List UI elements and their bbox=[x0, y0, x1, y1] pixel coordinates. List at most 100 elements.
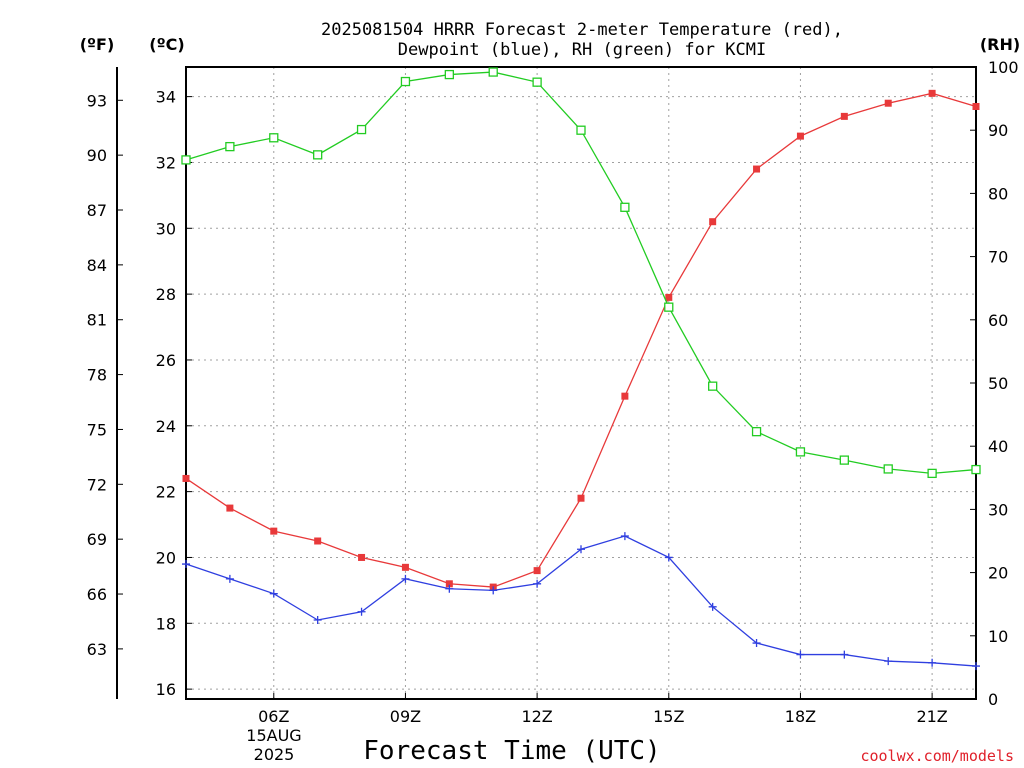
rh-point bbox=[927, 468, 937, 479]
fahrenheit-unit-label: (ºF) bbox=[80, 35, 115, 54]
fahrenheit-tick-label: 72 bbox=[87, 475, 107, 494]
temperature-point bbox=[358, 553, 366, 561]
temperature-point bbox=[621, 392, 629, 400]
celsius-unit-label: (ºC) bbox=[149, 35, 184, 54]
x-tick-label: 21Z bbox=[916, 707, 947, 726]
fahrenheit-tick-label: 87 bbox=[87, 201, 107, 220]
dewpoint-point bbox=[577, 545, 585, 554]
rh-point bbox=[971, 464, 981, 475]
temperature-point bbox=[972, 103, 980, 110]
fahrenheit-tick-label: 66 bbox=[87, 585, 107, 604]
rh-point bbox=[795, 447, 806, 457]
rh-tick-label: 50 bbox=[988, 374, 1008, 393]
temperature-point bbox=[928, 89, 936, 97]
celsius-tick-label: 16 bbox=[156, 680, 176, 699]
fahrenheit-tick-label: 93 bbox=[87, 91, 107, 110]
celsius-tick-label: 26 bbox=[156, 351, 176, 370]
rh-point bbox=[225, 141, 235, 152]
dewpoint-point bbox=[182, 560, 190, 569]
dewpoint-point bbox=[664, 553, 673, 562]
dewpoint-point bbox=[401, 574, 410, 583]
temperature-point bbox=[840, 112, 848, 120]
temperature-point bbox=[884, 99, 892, 107]
celsius-tick-label: 30 bbox=[156, 219, 176, 238]
temperature-point bbox=[226, 504, 234, 512]
rh-tick-label: 0 bbox=[988, 690, 998, 709]
rh-point bbox=[532, 77, 542, 87]
rh-point bbox=[839, 455, 849, 465]
rh-point bbox=[620, 202, 630, 212]
dewpoint-point bbox=[620, 532, 629, 541]
celsius-tick-label: 18 bbox=[156, 614, 176, 633]
fahrenheit-tick-label: 75 bbox=[87, 420, 107, 439]
dewpoint-point bbox=[225, 574, 234, 583]
dewpoint-point bbox=[533, 579, 542, 588]
temperature-line bbox=[185, 92, 977, 588]
temperature-point bbox=[796, 132, 804, 140]
rh-unit-label: (RH) bbox=[980, 35, 1020, 54]
fahrenheit-tick-label: 69 bbox=[87, 530, 107, 549]
rh-tick-label: 10 bbox=[988, 627, 1008, 646]
temperature-point bbox=[709, 218, 717, 226]
temperature-point bbox=[753, 165, 761, 173]
chart-title-line1: 2025081504 HRRR Forecast 2-meter Tempera… bbox=[321, 20, 843, 40]
date-label-day: 15AUG bbox=[246, 726, 301, 745]
dewpoint-point bbox=[752, 639, 761, 648]
dewpoint-point bbox=[708, 602, 717, 611]
rh-tick-label: 70 bbox=[988, 248, 1008, 267]
dewpoint-point bbox=[489, 586, 498, 595]
dewpoint-point bbox=[796, 650, 805, 659]
rh-tick-label: 80 bbox=[988, 184, 1008, 203]
date-label-year: 2025 bbox=[254, 745, 295, 764]
dewpoint-point bbox=[972, 662, 980, 671]
rh-tick-label: 90 bbox=[988, 121, 1008, 140]
dewpoint-point bbox=[313, 616, 322, 624]
rh-point bbox=[444, 69, 454, 80]
rh-point bbox=[181, 155, 191, 165]
dewpoint-point bbox=[840, 650, 849, 659]
x-tick-label: 09Z bbox=[390, 707, 421, 726]
celsius-tick-label: 20 bbox=[156, 548, 176, 567]
x-axis-label: Forecast Time (UTC) bbox=[363, 736, 660, 766]
gridlines bbox=[186, 67, 976, 699]
x-tick-label: 06Z bbox=[258, 707, 289, 726]
celsius-tick-label: 34 bbox=[156, 88, 176, 107]
temperature-point bbox=[577, 494, 585, 502]
plot-frame bbox=[185, 66, 977, 700]
rh-point bbox=[664, 302, 674, 312]
rh-point bbox=[576, 125, 586, 135]
celsius-tick-label: 22 bbox=[156, 483, 176, 502]
celsius-tick-label: 28 bbox=[156, 285, 176, 304]
fahrenheit-tick-label: 90 bbox=[87, 146, 107, 165]
temperature-point bbox=[401, 563, 409, 571]
rh-point bbox=[400, 76, 411, 87]
rh-point bbox=[269, 133, 279, 143]
series bbox=[181, 67, 981, 671]
celsius-tick-label: 32 bbox=[156, 153, 176, 172]
fahrenheit-tick-label: 78 bbox=[87, 366, 107, 385]
x-tick-label: 12Z bbox=[521, 707, 552, 726]
rh-tick-label: 100 bbox=[988, 58, 1019, 77]
rh-point bbox=[751, 427, 762, 437]
rh-tick-label: 20 bbox=[988, 564, 1008, 583]
temperature-point bbox=[665, 293, 673, 301]
rh-point bbox=[488, 67, 498, 77]
axes: 06Z 09Z 12Z 15Z 18Z 21Z 16 18 20 22 24 26 28 30 32 34 63… bbox=[87, 58, 1019, 726]
dewpoint-line bbox=[185, 535, 977, 667]
rh-point bbox=[883, 464, 893, 474]
dewpoint-point bbox=[928, 658, 937, 667]
fahrenheit-tick-label: 84 bbox=[87, 256, 107, 275]
temperature-point bbox=[182, 474, 190, 482]
x-tick-label: 15Z bbox=[653, 707, 684, 726]
temperature-point bbox=[314, 537, 322, 545]
celsius-tick-label: 24 bbox=[156, 417, 176, 436]
temperature-point bbox=[533, 567, 541, 575]
fahrenheit-tick-label: 81 bbox=[87, 311, 107, 330]
credit-link[interactable]: coolwx.com/models bbox=[860, 747, 1014, 765]
rh-point bbox=[313, 150, 323, 160]
temperature-point bbox=[270, 527, 278, 535]
dewpoint-point bbox=[884, 657, 893, 666]
dewpoint-point bbox=[357, 607, 366, 616]
rh-tick-label: 40 bbox=[988, 437, 1008, 456]
